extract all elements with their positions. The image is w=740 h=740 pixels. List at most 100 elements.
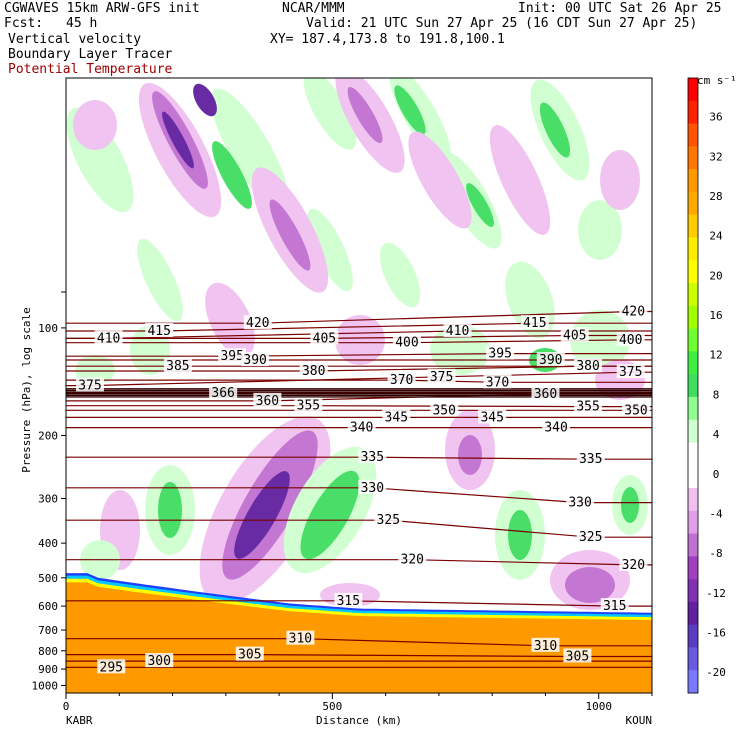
y-axis: 100 200 300 400 500 600 700 800 900 1000 [32,291,66,692]
theta-label: 335 [579,452,602,467]
colorbar-swatch [688,214,698,238]
theta-label-bg [358,479,387,494]
y-tick-label: 800 [38,645,58,658]
theta-label-bg [563,648,592,663]
theta-label-bg [334,592,363,607]
colorbar-tick-label: 32 [709,150,722,163]
theta-label-bg [294,397,323,412]
colorbar-tick-label: -16 [706,626,726,639]
y-tick-label: 200 [38,430,58,443]
colorbar-swatch [688,647,698,671]
colorbar: 36 32 28 24 20 16 12 8 4 0 -4 -8 -12 -16 -20 [687,77,726,694]
theta-label-bg [398,551,427,566]
y-tick-label: 300 [38,492,58,505]
theta-label-bg [430,402,459,417]
theta-label: 415 [147,324,170,339]
colorbar-swatch [688,396,698,421]
theta-label-bg [443,322,472,337]
theta-contour [66,353,652,357]
colorbar-swatch [688,556,698,580]
theta-label-bg [209,384,238,399]
theta-label-bg [243,315,272,330]
colorbar-swatch [688,601,698,626]
colorbar-swatch [688,465,698,489]
theta-label-bg [542,419,571,434]
theta-label-bg [75,377,104,392]
colorbar-swatch [688,510,698,535]
colorbar-swatch [688,78,698,102]
theta-label-bg [531,637,560,652]
colorbar-tick-label: 4 [713,428,720,441]
init-time: Init: 00 UTC Sat 26 Apr 25 [518,1,722,16]
y-tick-label: 100 [38,322,58,335]
theta-label-bg [253,392,282,407]
theta-label: 400 [619,333,642,348]
y-tick-label: 1000 [32,679,59,692]
theta-label: 325 [377,513,400,528]
theta-label-bg [145,653,174,668]
theta-label-bg [392,334,421,349]
forecast-hour: 45 h [66,16,98,31]
theta-label: 355 [297,399,320,414]
x-tick-label: 1000 [585,700,612,713]
colorbar-tick-label: 16 [709,309,722,322]
colorbar-unit: cm s⁻¹ [697,74,737,87]
theta-label: 350 [432,403,455,418]
theta-label: 410 [97,331,120,346]
theta-label-bg [374,512,403,527]
colorbar-swatch [688,146,698,170]
colorbar-tick-label: -4 [709,507,723,520]
theta-label-bg [486,345,515,360]
y-tick-label: 500 [38,572,58,585]
theta-contour [66,330,652,339]
theta-label-bg [600,598,629,613]
theta-label-bg [235,646,264,661]
boundary-layer-tracer [66,573,652,693]
theta-label: 375 [78,379,101,394]
theta-label: 345 [480,410,503,425]
cross-section-endpoints: XY= 187.4,173.8 to 191.8,100.1 [270,32,505,47]
colorbar-swatch [688,419,698,443]
theta-label-bg [145,322,174,337]
y-tick-label: 400 [38,537,58,550]
y-tick-label: 700 [38,624,58,637]
theta-label-bg [218,348,247,363]
theta-label: 405 [563,328,586,343]
colorbar-tick-label: -12 [706,587,726,600]
theta-label-bg [566,494,595,509]
theta-label: 405 [313,331,336,346]
theta-label: 395 [220,349,243,364]
colorbar-tick-label: 36 [709,111,722,124]
colorbar-swatch [688,579,698,603]
field-vertical-velocity: Vertical velocity [8,32,142,47]
colorbar-swatch [688,260,698,284]
theta-label: 390 [243,353,266,368]
theta-label: 335 [361,450,384,465]
theta-label-bg [536,352,565,367]
colorbar-swatch [688,533,698,557]
theta-label-bg [616,364,645,379]
colorbar-swatch [688,488,698,512]
x-tick-label: 0 [63,700,70,713]
theta-label-bg [531,385,560,400]
plot-frame [65,77,653,694]
theta-label: 355 [576,400,599,415]
model-title: CGWAVES 15km ARW-GFS init [4,1,200,16]
theta-label-bg [387,372,416,387]
theta-label: 305 [238,648,261,663]
field-bl-tracer: Boundary Layer Tracer [8,47,173,62]
theta-label: 310 [289,632,312,647]
theta-label-bg [310,330,339,345]
theta-label: 320 [401,553,424,568]
start-station: KABR [66,714,93,727]
theta-label: 375 [619,365,642,380]
x-axis: 0 500 1000 [63,693,653,713]
theta-label: 390 [539,353,562,368]
theta-contour [66,519,652,538]
theta-contour [66,638,652,647]
colorbar-swatch [688,624,698,648]
colorbar-tick-label: 0 [713,468,720,481]
theta-label: 380 [302,364,325,379]
colorbar-tick-label: 8 [713,388,720,401]
